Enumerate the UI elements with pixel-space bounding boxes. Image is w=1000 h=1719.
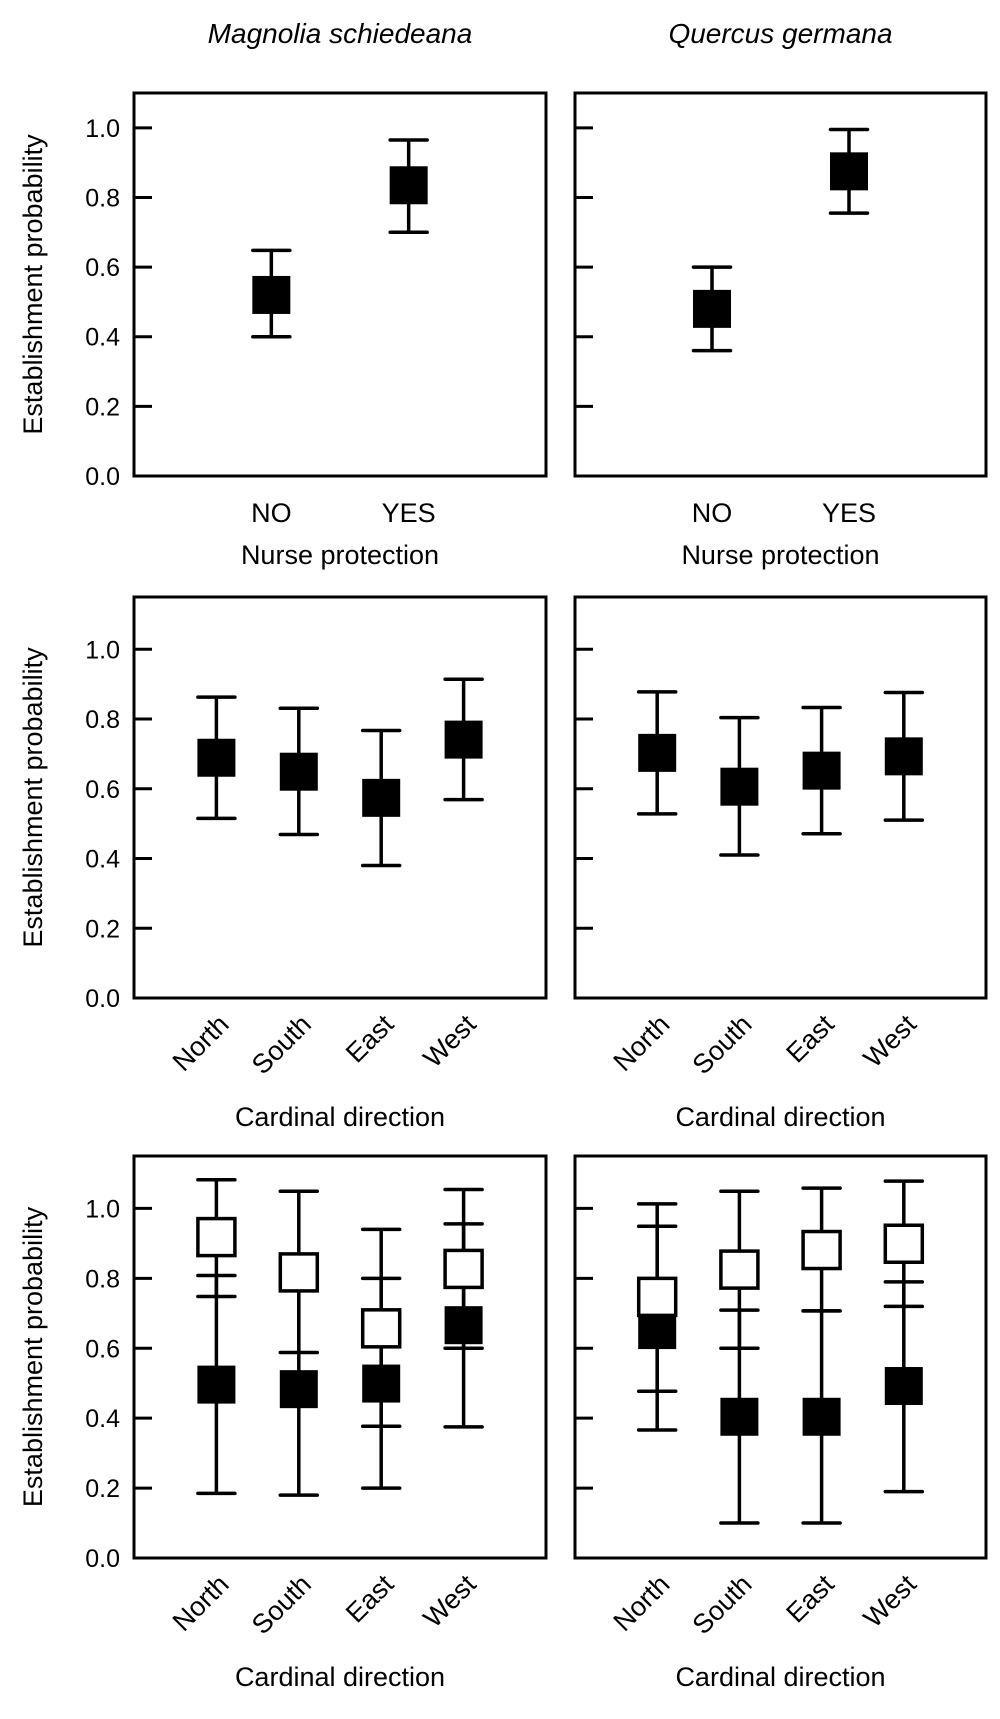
x-axis-label: Cardinal direction [675, 1662, 885, 1692]
x-tick-label: North [608, 1009, 676, 1077]
point-estimate-north [197, 738, 236, 777]
x-tick-label: South [246, 1569, 317, 1640]
x-tick-label: West [417, 1569, 482, 1634]
x-tick-label: East [340, 1569, 400, 1629]
x-axis-label: Nurse protection [681, 540, 879, 570]
x-tick-label: West [417, 1009, 482, 1074]
point-estimate-east [802, 751, 841, 790]
y-tick-label: 1.0 [85, 115, 120, 143]
x-tick-label: South [246, 1009, 317, 1080]
y-tick-label: 0.4 [85, 846, 120, 874]
panel-row2-left: 0.0 0.2 0.4 0.6 0.8 1.0 Establishment probabil… [18, 595, 548, 1132]
panel-row1-right: Quercus germana NO YES Nurse protection [573, 18, 988, 570]
point-open-north [636, 1276, 678, 1318]
y-tick-label: 0.4 [85, 1405, 120, 1433]
point-estimate-yes [389, 166, 428, 205]
y-axis-label: Establishment probability [18, 134, 48, 435]
panel-row3-right: North South East West Cardinal direction [573, 1154, 988, 1692]
point-filled-south [279, 1370, 318, 1409]
panel-row3-left: 0.0 0.2 0.4 0.6 0.8 1.0 Establishment probabil… [18, 1154, 548, 1692]
x-axis-label: Cardinal direction [675, 1102, 885, 1132]
y-tick-label: 0.2 [85, 1475, 120, 1503]
point-open-east [801, 1229, 842, 1271]
y-tick-label: 0.6 [85, 254, 120, 282]
point-open-west [883, 1223, 925, 1264]
y-tick-label: 0.8 [85, 706, 120, 734]
y-axis-label: Establishment probability [18, 647, 48, 948]
plot-frame [573, 1154, 988, 1560]
x-tick-label: NO [692, 498, 733, 528]
point-open-west [443, 1248, 484, 1290]
x-axis-label: Cardinal direction [235, 1102, 445, 1132]
point-filled-west [444, 1306, 483, 1345]
y-tick-label: 1.0 [85, 1195, 120, 1223]
point-estimate-west [884, 737, 923, 776]
x-tick-label: South [687, 1569, 758, 1640]
point-estimate-south [279, 752, 318, 791]
x-tick-label: South [687, 1009, 758, 1080]
x-tick-label: East [780, 1009, 840, 1069]
point-estimate-yes [830, 152, 868, 191]
x-tick-label: West [858, 1569, 923, 1634]
point-estimate-south [720, 767, 759, 806]
y-tick-label: 0.2 [85, 915, 120, 943]
point-filled-east [802, 1397, 841, 1436]
y-tick-label: 0.6 [85, 1335, 120, 1363]
x-axis-label: Cardinal direction [235, 1662, 445, 1692]
x-tick-label: West [858, 1009, 923, 1074]
y-tick-label: 0.8 [85, 184, 120, 212]
point-open-south [278, 1252, 320, 1293]
x-tick-label: NO [251, 498, 292, 528]
x-tick-label: East [780, 1569, 840, 1629]
x-tick-label: YES [382, 498, 436, 528]
y-axis-label: Establishment probability [18, 1206, 48, 1507]
panel-title: Magnolia schiedeana [208, 18, 473, 49]
point-estimate-north [638, 733, 677, 772]
point-estimate-no [693, 289, 731, 328]
y-tick-label: 0.6 [85, 776, 120, 804]
x-tick-label: North [608, 1569, 676, 1637]
point-filled-north [638, 1311, 677, 1350]
point-open-east [360, 1308, 402, 1349]
point-filled-south [720, 1397, 759, 1436]
plot-frame [573, 595, 988, 1000]
plot-frame [132, 91, 548, 478]
point-filled-east [362, 1364, 401, 1403]
y-tick-label: 0.0 [85, 463, 120, 491]
y-tick-label: 0.0 [85, 985, 120, 1013]
y-tick-label: 0.0 [85, 1545, 120, 1573]
y-tick-label: 0.2 [85, 393, 120, 421]
y-tick-label: 0.8 [85, 1265, 120, 1293]
point-estimate-no [252, 275, 291, 314]
x-tick-label: YES [822, 498, 876, 528]
point-estimate-east [362, 778, 401, 817]
y-tick-label: 0.4 [85, 324, 120, 352]
x-tick-label: North [167, 1009, 235, 1077]
x-tick-label: North [167, 1569, 235, 1637]
point-filled-north [197, 1365, 236, 1404]
panel-title: Quercus germana [668, 18, 892, 49]
x-tick-label: East [340, 1009, 400, 1069]
x-axis-label: Nurse protection [241, 540, 439, 570]
point-open-south [719, 1249, 760, 1290]
panel-row1-left: 0.0 0.2 0.4 0.6 0.8 1.0 Magnolia schiedeana Est… [18, 18, 548, 570]
point-estimate-west [444, 720, 483, 759]
y-tick-label: 1.0 [85, 636, 120, 664]
plot-frame [573, 91, 988, 478]
panel-row2-right: North South East West Cardinal direction [573, 595, 988, 1132]
point-filled-west [884, 1367, 923, 1406]
plot-frame [132, 1154, 548, 1560]
plot-frame [132, 595, 548, 1000]
point-open-north [196, 1216, 237, 1258]
